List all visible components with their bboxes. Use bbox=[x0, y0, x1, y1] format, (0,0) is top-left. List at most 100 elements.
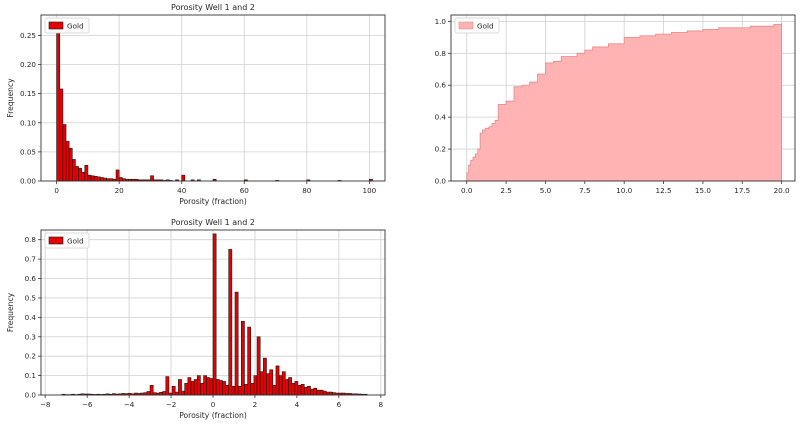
histogram-bar bbox=[313, 387, 318, 396]
x-axis-label: Porosity (fraction) bbox=[179, 411, 247, 420]
x-tick-label: 5.0 bbox=[540, 186, 552, 195]
x-tick-label: 60 bbox=[240, 186, 250, 195]
legend-swatch bbox=[48, 21, 64, 30]
y-axis-label: Frequency bbox=[6, 292, 15, 332]
y-tick-label: 0.1 bbox=[25, 371, 36, 380]
histogram-bar bbox=[178, 379, 182, 396]
histogram-bar bbox=[322, 390, 327, 396]
y-tick-label: 0.6 bbox=[25, 274, 37, 283]
histogram-bar bbox=[297, 384, 302, 396]
y-tick-label: 0.15 bbox=[20, 89, 36, 98]
histogram-bar bbox=[59, 88, 64, 182]
y-tick-label: 1.0 bbox=[435, 17, 447, 26]
x-tick-label: 8 bbox=[379, 400, 384, 409]
histogram-bar bbox=[231, 385, 236, 396]
x-tick-label: 0.0 bbox=[461, 186, 473, 195]
histogram-bar bbox=[84, 164, 89, 182]
x-tick-label: 20 bbox=[115, 186, 125, 195]
histogram-bar bbox=[250, 383, 255, 396]
legend-label: Gold bbox=[67, 237, 84, 246]
histogram-bar bbox=[90, 175, 95, 182]
histogram-bar bbox=[93, 176, 98, 182]
y-tick-label: 0.0 bbox=[435, 177, 447, 186]
x-tick-label: 20.0 bbox=[774, 186, 790, 195]
histogram-bar bbox=[87, 174, 92, 182]
legend-swatch bbox=[48, 236, 64, 245]
y-tick-label: 0.3 bbox=[25, 332, 36, 341]
histogram-bar bbox=[203, 375, 208, 396]
histogram-bar bbox=[149, 384, 154, 396]
histogram-bar bbox=[209, 378, 214, 396]
x-tick-label: 4 bbox=[295, 400, 300, 409]
histogram-bar bbox=[78, 167, 82, 182]
x-tick-label: −4 bbox=[124, 400, 135, 409]
histogram-bar bbox=[56, 32, 61, 182]
y-axis-label: Frequency bbox=[6, 78, 15, 118]
histogram-bar bbox=[247, 326, 252, 396]
y-tick-label: 0.25 bbox=[20, 31, 36, 40]
histogram-bar bbox=[200, 383, 204, 396]
legend-label: Gold bbox=[477, 22, 494, 31]
histogram-bar bbox=[266, 373, 270, 396]
histogram-bar bbox=[222, 381, 226, 396]
x-axis-label: Porosity (fraction) bbox=[179, 197, 247, 206]
histogram-bar bbox=[118, 177, 123, 182]
y-tick-label: 0.7 bbox=[25, 255, 36, 264]
histogram-bar bbox=[165, 376, 170, 396]
chart-hist_bottom: −8 −6 −4 −2 0 2 4 6 8 0.0 0.1 0.2 0.3 0.4 0.5 0.6 0.7 0.8… bbox=[6, 218, 386, 420]
histogram-bar bbox=[278, 375, 283, 396]
histogram-bar bbox=[275, 365, 280, 396]
histogram-bar bbox=[294, 381, 299, 396]
histogram-bar bbox=[212, 233, 217, 396]
axes-frame bbox=[450, 14, 796, 182]
histogram-bar bbox=[237, 385, 242, 396]
y-tick-label: 0.2 bbox=[25, 352, 36, 361]
histogram-bar bbox=[65, 141, 70, 182]
histogram-bar bbox=[269, 369, 274, 396]
histogram-bar bbox=[272, 384, 277, 396]
histogram-bar bbox=[81, 171, 86, 182]
histogram-bar bbox=[218, 380, 223, 396]
histogram-bar bbox=[68, 148, 73, 182]
histogram-bar bbox=[291, 383, 296, 396]
y-tick-label: 0.8 bbox=[435, 49, 447, 58]
y-tick-label: 0.6 bbox=[435, 81, 447, 90]
histogram-bar bbox=[259, 371, 264, 396]
histogram-bar bbox=[190, 381, 195, 396]
histogram-bar bbox=[215, 379, 220, 396]
y-tick-label: 0.05 bbox=[20, 147, 36, 156]
x-tick-label: 0 bbox=[211, 400, 216, 409]
histogram-bar bbox=[150, 175, 154, 182]
y-tick-label: 0.10 bbox=[20, 118, 36, 127]
histogram-bar bbox=[162, 391, 167, 396]
x-tick-label: 0 bbox=[54, 186, 59, 195]
plot-area bbox=[41, 15, 385, 181]
y-tick-label: 0.4 bbox=[25, 313, 37, 322]
x-tick-label: 7.5 bbox=[579, 186, 590, 195]
histogram-bar bbox=[75, 166, 79, 182]
x-tick-label: 40 bbox=[177, 186, 187, 195]
chart-hist_top: 0 20 40 60 80 100 0.00 0.05 0.10 0.15 0.20 0.25 Poro… bbox=[6, 3, 386, 206]
histogram-bar bbox=[241, 320, 245, 396]
legend-swatch bbox=[458, 21, 474, 30]
histogram-bar bbox=[196, 375, 201, 396]
histogram-bar bbox=[281, 371, 286, 396]
histogram-bar bbox=[263, 357, 267, 396]
y-tick-label: 0.20 bbox=[20, 60, 36, 69]
histogram-bar bbox=[288, 377, 292, 396]
histogram-bar bbox=[193, 379, 198, 396]
histogram-bar bbox=[96, 176, 101, 182]
x-tick-label: −6 bbox=[82, 400, 93, 409]
histogram-bar bbox=[228, 249, 233, 396]
histogram-bar bbox=[310, 388, 314, 396]
histogram-bar bbox=[307, 385, 311, 396]
x-tick-label: −2 bbox=[166, 400, 177, 409]
histogram-bar bbox=[206, 377, 211, 396]
y-tick-label: 0.8 bbox=[25, 235, 37, 244]
chart-title: Porosity Well 1 and 2 bbox=[171, 3, 255, 12]
x-tick-label: 2 bbox=[253, 400, 258, 409]
histogram-bar bbox=[256, 336, 261, 396]
x-tick-label: 6 bbox=[337, 400, 342, 409]
histogram-bar bbox=[184, 383, 189, 396]
